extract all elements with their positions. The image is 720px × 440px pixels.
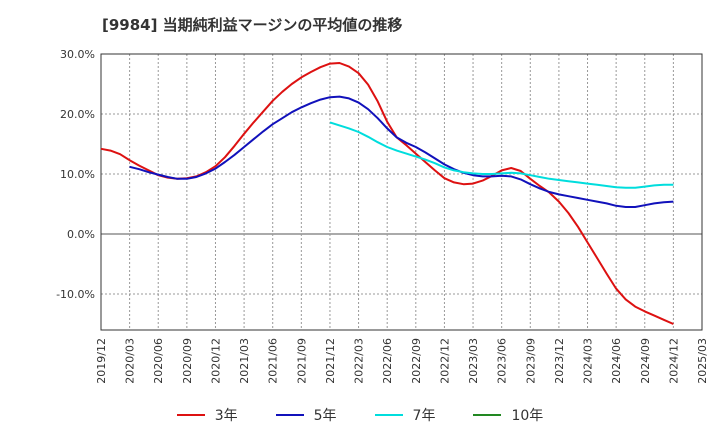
legend: 3年 5年 7年 10年 — [0, 405, 720, 425]
legend-item: 5年 — [275, 405, 337, 425]
x-tick-label: 2021/09 — [295, 338, 308, 384]
x-tick-label: 2020/06 — [152, 338, 165, 384]
legend-swatch — [374, 414, 403, 416]
y-tick-label: 0.0% — [67, 228, 95, 241]
axes — [100, 53, 703, 331]
plot-frame — [100, 53, 703, 331]
x-tick-label: 2024/03 — [582, 338, 595, 384]
x-tick-label: 2025/03 — [696, 338, 709, 384]
legend-item: 10年 — [473, 405, 543, 425]
legend-item: 7年 — [374, 405, 436, 425]
tick-labels: 30.0% 20.0% 10.0% 0.0% -10.0% 2019/12 2020/03 2… — [56, 48, 709, 384]
x-tick-label: 2023/06 — [496, 338, 509, 384]
x-tick-label: 2024/06 — [610, 338, 623, 384]
legend-item: 3年 — [176, 405, 238, 425]
x-tick-label: 2024/09 — [639, 338, 652, 384]
legend-swatch — [176, 414, 205, 416]
x-tick-label: 2022/12 — [438, 338, 451, 384]
x-tick-label: 2022/03 — [353, 338, 366, 384]
series-lines — [100, 62, 674, 325]
x-tick-label: 2023/12 — [553, 338, 566, 384]
x-tick-label: 2024/12 — [667, 338, 680, 384]
legend-label: 7年 — [412, 408, 436, 424]
x-tick-label: 2021/06 — [267, 338, 280, 384]
grid — [100, 53, 703, 330]
y-tick-label: 30.0% — [60, 48, 95, 61]
x-tick-label: 2020/12 — [209, 338, 222, 384]
x-tick-label: 2020/09 — [181, 338, 194, 384]
x-tick-label: 2019/12 — [95, 338, 108, 384]
x-tick-label: 2021/03 — [238, 338, 251, 384]
legend-label: 5年 — [313, 408, 337, 424]
series-line-7年 — [329, 121, 674, 189]
legend-label: 10年 — [511, 408, 544, 424]
x-tick-label: 2020/03 — [124, 338, 137, 384]
y-tick-label: 20.0% — [60, 108, 95, 121]
legend-swatch — [275, 414, 304, 416]
legend-swatch — [473, 414, 502, 416]
legend-label: 3年 — [214, 408, 238, 424]
series-line-5年 — [129, 95, 674, 208]
x-tick-label: 2021/12 — [324, 338, 337, 384]
x-tick-label: 2023/03 — [467, 338, 480, 384]
x-tick-label: 2022/09 — [410, 338, 423, 384]
y-tick-label: 10.0% — [60, 168, 95, 181]
y-tick-label: -10.0% — [56, 288, 95, 301]
chart-title: [9984] 当期純利益マージンの平均値の推移 — [102, 16, 403, 34]
x-tick-label: 2023/09 — [524, 338, 537, 384]
x-tick-label: 2022/06 — [381, 338, 394, 384]
